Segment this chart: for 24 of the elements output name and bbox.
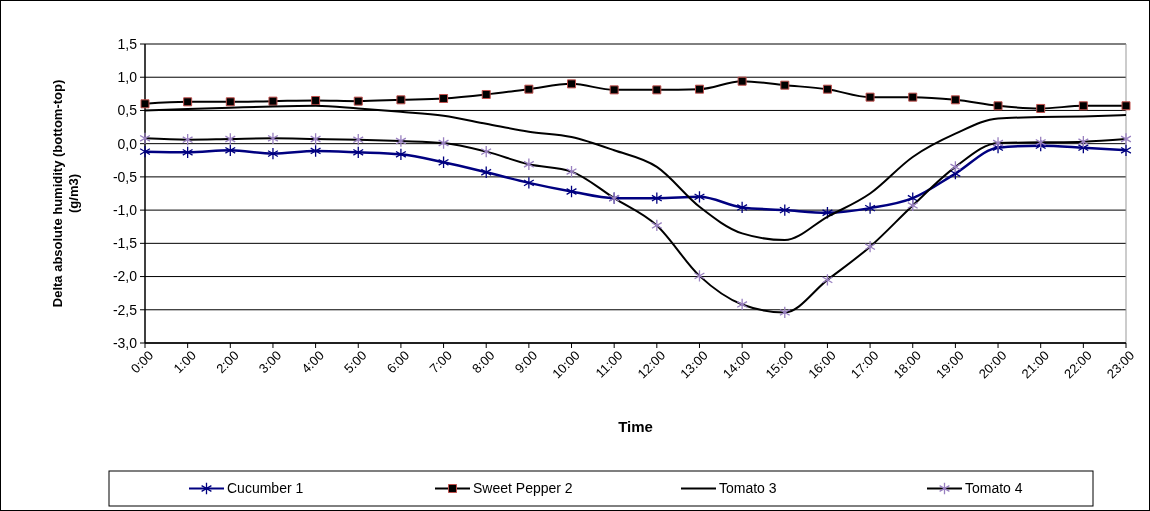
x-tick-label: 5:00 — [341, 347, 370, 377]
x-tick-label: 3:00 — [255, 347, 285, 377]
y-tick-label: 1,0 — [117, 69, 138, 86]
legend-label: Cucumber 1 — [227, 480, 304, 497]
legend-label: Tomato 3 — [719, 480, 777, 497]
y-axis-title: Delta absolute humidity (bottom-top) (g/m3) — [50, 79, 81, 308]
y-tick-label: -0,5 — [112, 168, 138, 185]
x-tick-label: 8:00 — [469, 347, 498, 377]
y-tick-label: 0,0 — [117, 135, 138, 152]
x-tick-label: 6:00 — [383, 347, 413, 377]
x-tick-label: 7:00 — [426, 347, 455, 377]
y-tick-label: -1,0 — [112, 202, 138, 219]
x-axis-title: Time — [618, 418, 653, 435]
y-tick-label: -1,5 — [112, 235, 138, 252]
y-tick-label: -2,0 — [112, 268, 138, 285]
legend-label: Tomato 4 — [965, 480, 1023, 497]
x-tick-label: 4:00 — [298, 347, 327, 377]
legend-label: Sweet Pepper 2 — [473, 480, 573, 497]
x-tick-label: 1:00 — [170, 347, 199, 377]
y-tick-label: -3,0 — [112, 334, 138, 351]
y-tick-label: 1,5 — [117, 35, 138, 52]
y-tick-label: 0,5 — [117, 102, 138, 119]
y-tick-label: -2,5 — [112, 301, 138, 318]
x-tick-label: 9:00 — [511, 347, 541, 377]
